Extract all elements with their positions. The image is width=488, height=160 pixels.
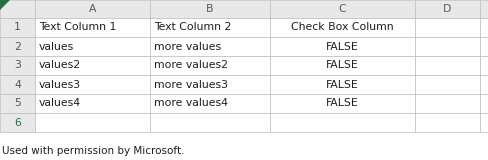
Text: 3: 3 — [14, 60, 21, 71]
Bar — [480, 94, 488, 113]
Text: Used with permission by Microsoft.: Used with permission by Microsoft. — [2, 147, 184, 156]
Text: values4: values4 — [39, 99, 81, 108]
Bar — [480, 56, 488, 75]
Bar — [270, 56, 415, 75]
Bar — [35, 18, 150, 37]
Bar — [0, 75, 35, 94]
Bar — [270, 113, 415, 132]
Text: FALSE: FALSE — [326, 80, 359, 89]
Bar — [0, 94, 35, 113]
Bar — [480, 18, 488, 37]
Bar — [35, 37, 150, 56]
Text: more values3: more values3 — [154, 80, 228, 89]
Bar — [35, 113, 150, 132]
Text: Check Box Column: Check Box Column — [291, 23, 394, 32]
Bar — [0, 0, 35, 18]
Bar — [480, 0, 488, 18]
Text: values: values — [39, 41, 74, 52]
Text: more values: more values — [154, 41, 221, 52]
Bar — [150, 113, 270, 132]
Bar — [270, 18, 415, 37]
Bar — [0, 18, 35, 37]
Text: D: D — [443, 4, 452, 14]
Bar — [35, 94, 150, 113]
Bar — [35, 75, 150, 94]
Text: 4: 4 — [14, 80, 21, 89]
Text: FALSE: FALSE — [326, 41, 359, 52]
Bar — [415, 94, 480, 113]
Bar — [0, 113, 35, 132]
Bar — [150, 18, 270, 37]
Bar — [35, 56, 150, 75]
Text: more values2: more values2 — [154, 60, 228, 71]
Bar — [270, 0, 415, 18]
Bar — [480, 37, 488, 56]
Bar — [415, 75, 480, 94]
Bar — [415, 37, 480, 56]
Bar — [150, 75, 270, 94]
Text: 6: 6 — [14, 117, 21, 128]
Bar — [150, 94, 270, 113]
Text: A: A — [89, 4, 96, 14]
Polygon shape — [0, 0, 10, 10]
Bar — [150, 0, 270, 18]
Text: values2: values2 — [39, 60, 81, 71]
Bar — [0, 37, 35, 56]
Bar — [415, 18, 480, 37]
Bar — [35, 0, 150, 18]
Bar — [150, 56, 270, 75]
Bar — [480, 75, 488, 94]
Bar — [270, 94, 415, 113]
Text: FALSE: FALSE — [326, 99, 359, 108]
Bar — [415, 56, 480, 75]
Bar — [270, 37, 415, 56]
Text: C: C — [339, 4, 346, 14]
Text: 2: 2 — [14, 41, 21, 52]
Text: values3: values3 — [39, 80, 81, 89]
Text: Text Column 1: Text Column 1 — [39, 23, 116, 32]
Bar — [415, 113, 480, 132]
Text: FALSE: FALSE — [326, 60, 359, 71]
Bar — [0, 56, 35, 75]
Text: B: B — [206, 4, 214, 14]
Text: Text Column 2: Text Column 2 — [154, 23, 231, 32]
Text: 5: 5 — [14, 99, 21, 108]
Bar — [150, 37, 270, 56]
Text: 1: 1 — [14, 23, 21, 32]
Text: more values4: more values4 — [154, 99, 228, 108]
Bar — [415, 0, 480, 18]
Bar — [480, 113, 488, 132]
Bar — [270, 75, 415, 94]
